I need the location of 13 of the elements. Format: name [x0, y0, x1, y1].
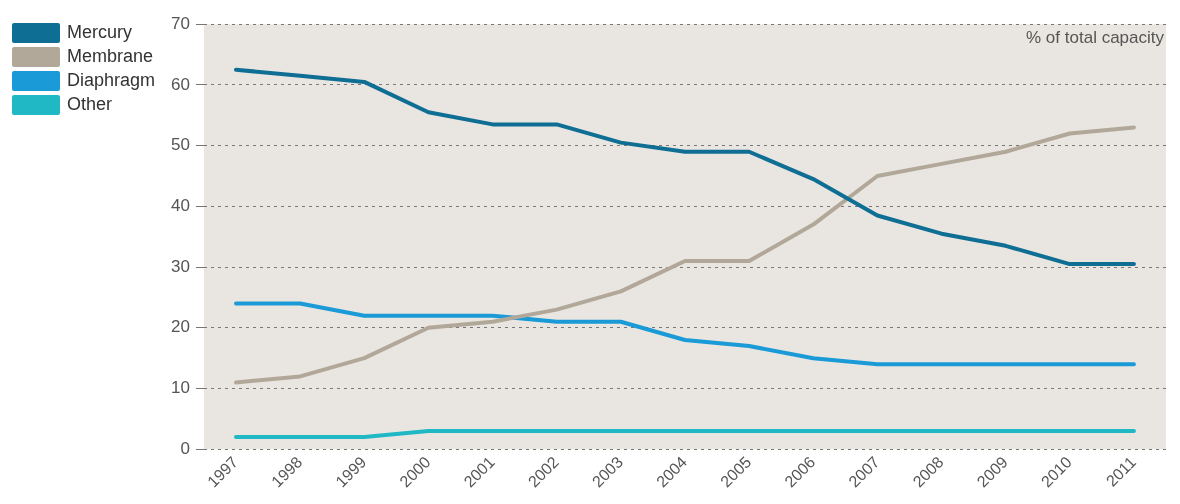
- legend-label: Diaphragm: [67, 69, 156, 90]
- y-tick-label: 60: [171, 74, 190, 94]
- y-tick-label: 10: [171, 378, 190, 398]
- y-tick-label: 30: [171, 256, 190, 276]
- annotation: % of total capacity: [1026, 28, 1165, 48]
- legend-label: Other: [67, 93, 113, 114]
- legend-label: Mercury: [67, 21, 133, 42]
- y-tick-label: 0: [180, 438, 190, 458]
- y-tick-label: 70: [171, 13, 190, 33]
- y-tick-label: 40: [171, 196, 190, 216]
- y-tick-label: 50: [171, 135, 190, 155]
- legend-label: Membrane: [67, 45, 154, 66]
- y-tick-label: 20: [171, 317, 190, 337]
